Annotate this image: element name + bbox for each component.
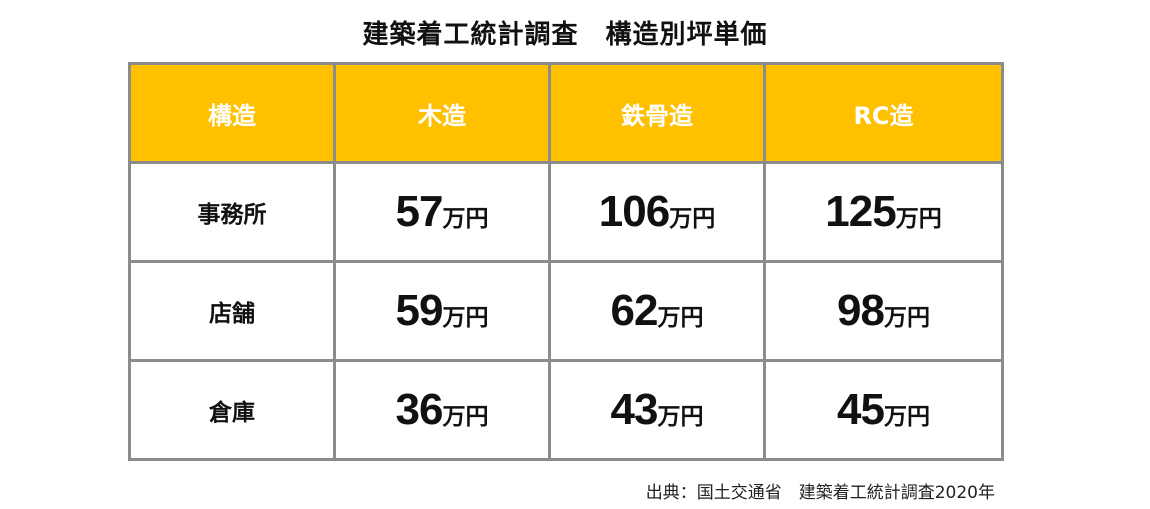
table-row: 事務所 57万円 106万円 125万円 <box>128 161 1004 263</box>
value: 98 <box>837 286 885 335</box>
value-cell: 45万円 <box>763 359 1004 461</box>
unit: 万円 <box>883 404 930 430</box>
value-cell: 36万円 <box>333 359 551 461</box>
unit: 万円 <box>657 305 704 331</box>
title: 建築着工統計調査 構造別坪単価 <box>362 20 768 50</box>
table-row: 倉庫 36万円 43万円 45万円 <box>128 359 1004 461</box>
value: 125 <box>825 187 896 236</box>
unit: 万円 <box>883 305 930 331</box>
table-body: 事務所 57万円 106万円 125万円 店舗 59万円 62万円 98万円 倉庫 36万円 43万… <box>128 161 1004 461</box>
value-cell: 98万円 <box>763 260 1004 362</box>
unit: 万円 <box>669 206 716 232</box>
value: 36 <box>395 385 444 434</box>
row-label: 店舗 <box>128 260 336 362</box>
value-cell: 106万円 <box>548 161 766 263</box>
unit: 万円 <box>442 404 489 430</box>
value: 45 <box>837 385 885 434</box>
value-cell: 57万円 <box>333 161 551 263</box>
value-cell: 125万円 <box>763 161 1004 263</box>
value-cell: 62万円 <box>548 260 766 362</box>
source-note: 出典：国土交通省 建築着工統計調査2020年 <box>645 483 995 503</box>
header-cell: 木造 <box>333 62 551 164</box>
row-label: 倉庫 <box>128 359 336 461</box>
value-cell: 43万円 <box>548 359 766 461</box>
value: 43 <box>610 385 659 434</box>
value: 59 <box>395 286 444 335</box>
value-cell: 59万円 <box>333 260 551 362</box>
unit: 万円 <box>442 206 489 232</box>
unit: 万円 <box>442 305 489 331</box>
value: 62 <box>610 286 659 335</box>
price-table: 構造 木造 鉄骨造 RC造 事務所 57万円 106万円 125万円 店舗 59万円 62万円 98… <box>128 62 1004 461</box>
header-row: 構造 木造 鉄骨造 RC造 <box>128 62 1004 164</box>
table-row: 店舗 59万円 62万円 98万円 <box>128 260 1004 362</box>
unit: 万円 <box>657 404 704 430</box>
header-cell: 構造 <box>128 62 336 164</box>
header-cell: 鉄骨造 <box>548 62 766 164</box>
header-cell: RC造 <box>763 62 1004 164</box>
value: 57 <box>395 187 444 236</box>
row-label: 事務所 <box>128 161 336 263</box>
value: 106 <box>598 187 670 236</box>
unit: 万円 <box>895 206 942 232</box>
